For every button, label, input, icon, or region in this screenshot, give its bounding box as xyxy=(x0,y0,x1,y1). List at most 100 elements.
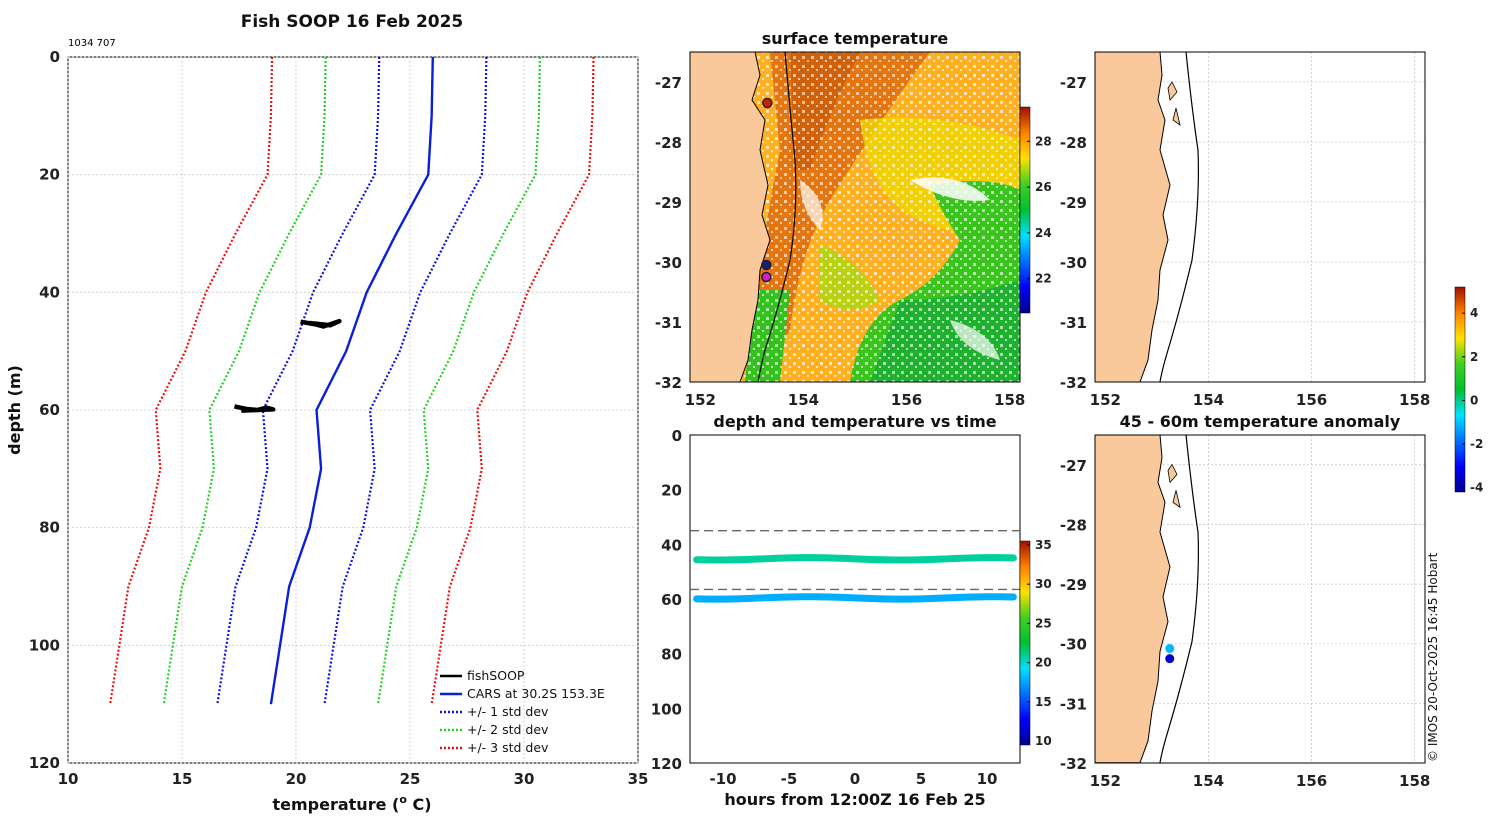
y-tick-label: 80 xyxy=(661,646,682,664)
std-2-low-line xyxy=(162,56,327,705)
y-tick-label: 40 xyxy=(39,283,60,301)
series-60m xyxy=(693,593,1017,603)
lat-tick-label: -32 xyxy=(655,374,682,392)
lon-tick-label: 158 xyxy=(1399,391,1430,409)
y-tick-label: 100 xyxy=(651,700,682,718)
y-tick-label: 120 xyxy=(29,754,60,772)
lat-tick-label: -29 xyxy=(655,194,682,212)
lat-tick-label: -32 xyxy=(1060,755,1087,773)
y-tick-label: 20 xyxy=(661,482,682,500)
cb-tick-label: 2 xyxy=(1470,350,1478,364)
std-3-high-line xyxy=(430,56,595,705)
sst-markers xyxy=(761,97,773,283)
sst-colorbar xyxy=(1019,106,1031,314)
std-1-high-line xyxy=(323,56,488,705)
lat-tick-label: -31 xyxy=(1060,314,1087,332)
legend-label: +/- 3 std dev xyxy=(467,740,549,755)
x-tick-label: -5 xyxy=(781,770,798,788)
sst-tick-labels: 152 154 156 158 -27 -28 -29 -30 -31 -32 xyxy=(655,74,1025,409)
cb-tick-label: 0 xyxy=(1470,393,1478,407)
profile-tick-labels: 10 15 20 25 30 35 0 20 40 60 80 100 120 xyxy=(29,48,649,788)
sst-colorbar-ticks: 22 24 26 28 xyxy=(1027,134,1052,286)
x-tick-label: 5 xyxy=(916,770,926,788)
profile-panel: Fish SOOP 16 Feb 2025 1034 707 10 15 20 25 3… xyxy=(5,12,648,814)
profile-title: Fish SOOP 16 Feb 2025 xyxy=(241,12,464,32)
lon-tick-label: 156 xyxy=(1296,391,1327,409)
profile-legend: fishSOOP CARS at 30.2S 153.3E +/- 1 std de… xyxy=(440,668,605,755)
ts-data xyxy=(690,530,1020,603)
profile-grid xyxy=(67,56,639,764)
ts-colorbar-ticks: 10 15 20 25 30 35 xyxy=(1027,538,1052,748)
cb-tick-label: 15 xyxy=(1035,695,1052,709)
cb-tick-label: 10 xyxy=(1035,734,1052,748)
buoy-marker xyxy=(761,259,772,271)
legend-label: +/- 2 std dev xyxy=(467,722,549,737)
x-tick-label: 10 xyxy=(977,770,998,788)
lon-tick-label: 152 xyxy=(1090,391,1121,409)
lat-tick-label: -30 xyxy=(1060,254,1087,272)
y-tick-label: 100 xyxy=(29,636,60,654)
timeseries-panel: depth and temperature vs time -10 -5 0 5 100… xyxy=(651,412,1052,809)
lon-tick-label: 152 xyxy=(1090,772,1121,790)
x-tick-label: 10 xyxy=(58,770,79,788)
lat-tick-label: -27 xyxy=(655,74,682,92)
profile-lines xyxy=(109,56,595,705)
anomaly-colorbar-ticks: 4 2 0 -2 -4 xyxy=(1462,306,1483,495)
legend-label: fishSOOP xyxy=(467,668,525,683)
ts-colorbar xyxy=(1019,540,1031,746)
lon-tick-label: 156 xyxy=(891,391,922,409)
y-tick-label: 60 xyxy=(39,401,60,419)
profile-xlabel: temperature (o C) xyxy=(272,793,431,814)
lat-tick-label: -30 xyxy=(1060,636,1087,654)
profile-subtitle: 1034 707 xyxy=(68,38,116,49)
anomaly-point xyxy=(1165,654,1175,664)
cb-tick-label: 22 xyxy=(1035,272,1052,286)
series-45m xyxy=(693,554,1017,564)
lon-tick-label: 158 xyxy=(994,391,1025,409)
blank-map-tick-labels: 152 154 156 158 -27 -28 -29 -30 -31 -32 xyxy=(1060,74,1430,409)
x-tick-label: 25 xyxy=(400,770,421,788)
lat-tick-label: -28 xyxy=(655,134,682,152)
anomaly-panel: 45 - 60m temperature anomaly 152 154 156 15… xyxy=(1060,286,1483,790)
lon-tick-label: 158 xyxy=(1399,772,1430,790)
cb-tick-label: 20 xyxy=(1035,656,1052,670)
lat-tick-label: -27 xyxy=(1060,457,1087,475)
lat-tick-label: -29 xyxy=(1060,194,1087,212)
anomaly-title: 45 - 60m temperature anomaly xyxy=(1120,412,1401,431)
cb-tick-label: -4 xyxy=(1470,481,1483,495)
x-tick-label: 20 xyxy=(286,770,307,788)
profile-ylabel: depth (m) xyxy=(5,365,24,455)
lat-tick-label: -31 xyxy=(1060,695,1087,713)
y-tick-label: 60 xyxy=(661,591,682,609)
ts-xlabel: hours from 12:00Z 16 Feb 25 xyxy=(724,790,985,809)
lat-tick-label: -31 xyxy=(655,314,682,332)
lat-tick-label: -29 xyxy=(1060,576,1087,594)
y-tick-label: 0 xyxy=(672,427,682,445)
lon-tick-label: 152 xyxy=(685,391,716,409)
buoy-marker xyxy=(762,97,773,109)
cb-tick-label: 35 xyxy=(1035,538,1052,552)
lat-tick-label: -27 xyxy=(1060,74,1087,92)
blank-map-panel: 152 154 156 158 -27 -28 -29 -30 -31 -32 xyxy=(1060,51,1430,409)
anomaly-point xyxy=(1165,643,1175,653)
anomaly-points xyxy=(1165,643,1175,664)
std-3-low-line xyxy=(109,56,274,705)
credit-text: © IMOS 20-Oct-2025 16:45 Hobart xyxy=(1426,552,1440,762)
x-tick-label: 30 xyxy=(514,770,535,788)
cb-tick-label: 30 xyxy=(1035,577,1052,591)
fishsoop-trace xyxy=(300,318,342,329)
y-tick-label: 0 xyxy=(50,48,60,66)
x-tick-label: 0 xyxy=(850,770,860,788)
lon-tick-label: 154 xyxy=(1193,391,1224,409)
y-tick-label: 20 xyxy=(39,166,60,184)
legend-label: +/- 1 std dev xyxy=(467,704,549,719)
cb-tick-label: 26 xyxy=(1035,180,1052,194)
buoy-marker xyxy=(761,271,772,283)
anomaly-colorbar xyxy=(1454,286,1466,493)
anomaly-tick-labels: 152 154 156 158 -27 -28 -29 -30 -31 -32 xyxy=(1060,457,1430,790)
cars-line xyxy=(269,56,434,705)
y-tick-label: 120 xyxy=(651,755,682,773)
ts-title: depth and temperature vs time xyxy=(713,412,996,431)
